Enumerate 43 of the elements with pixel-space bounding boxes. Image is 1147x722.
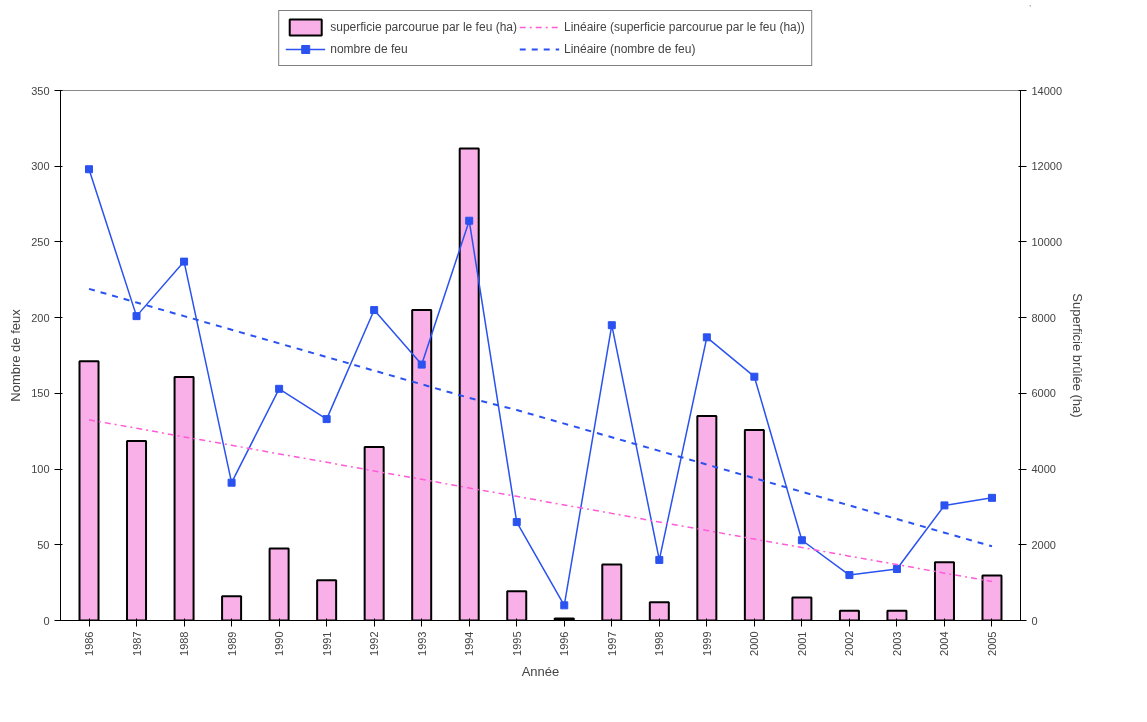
x-tick-label: 1988	[178, 631, 191, 656]
y2-tick-label: 0	[1031, 614, 1038, 627]
x-tick-label: 1995	[510, 631, 523, 656]
y2-tick-label: 6000	[1031, 387, 1056, 400]
y-tick-label: 0	[43, 614, 50, 627]
y-tick-label: 200	[31, 311, 50, 324]
y-tick-label: 350	[31, 84, 50, 97]
y-tick-label: 300	[31, 160, 50, 173]
y2-tick-label: 14000	[1031, 84, 1063, 97]
y2-tick-label: 8000	[1031, 311, 1056, 324]
legend-label: Linéaire (superficie parcourue par le feu (ha))	[563, 19, 805, 34]
x-tick-label: 2001	[795, 631, 808, 656]
x-tick-label: 1986	[83, 631, 96, 656]
x-tick-label: 1998	[653, 631, 666, 656]
x-tick-label: 1993	[415, 631, 428, 656]
y2-tick-label: 12000	[1031, 160, 1063, 173]
x-tick-label: 1991	[320, 631, 333, 656]
x-tick-label: 2003	[890, 631, 903, 656]
y2-tick-label: 4000	[1031, 463, 1056, 476]
x-tick-label: 1994	[463, 631, 476, 656]
y-axis-title: Nombre de feux	[8, 308, 24, 402]
y2-axis-title: Superficie brûlée (ha)	[1070, 293, 1086, 418]
x-tick-label: 1987	[130, 631, 143, 656]
x-axis-title: Année	[521, 663, 560, 679]
x-tick-label: 1996	[558, 631, 571, 656]
x-tick-label: 1999	[700, 631, 713, 656]
x-tick-label: 1990	[273, 631, 286, 656]
legend-label: superficie parcourue par le feu (ha)	[330, 19, 517, 34]
y-tick-label: 100	[31, 463, 50, 476]
legend-label: Linéaire (nombre de feu)	[563, 41, 696, 56]
y-tick-label: 50	[37, 538, 50, 551]
y-tick-label: 150	[31, 387, 50, 400]
y2-tick-label: 10000	[1031, 235, 1063, 248]
x-tick-label: 2000	[748, 631, 761, 656]
legend-label: nombre de feu	[330, 41, 408, 56]
x-tick-label: 1997	[605, 631, 618, 656]
x-tick-label: 2005	[985, 631, 998, 656]
x-tick-label: 2002	[843, 631, 856, 656]
x-tick-label: 2004	[938, 631, 951, 656]
y-tick-label: 250	[31, 235, 50, 248]
y2-tick-label: 2000	[1031, 538, 1056, 551]
x-tick-label: 1992	[368, 631, 381, 656]
x-tick-label: 1989	[225, 631, 238, 656]
